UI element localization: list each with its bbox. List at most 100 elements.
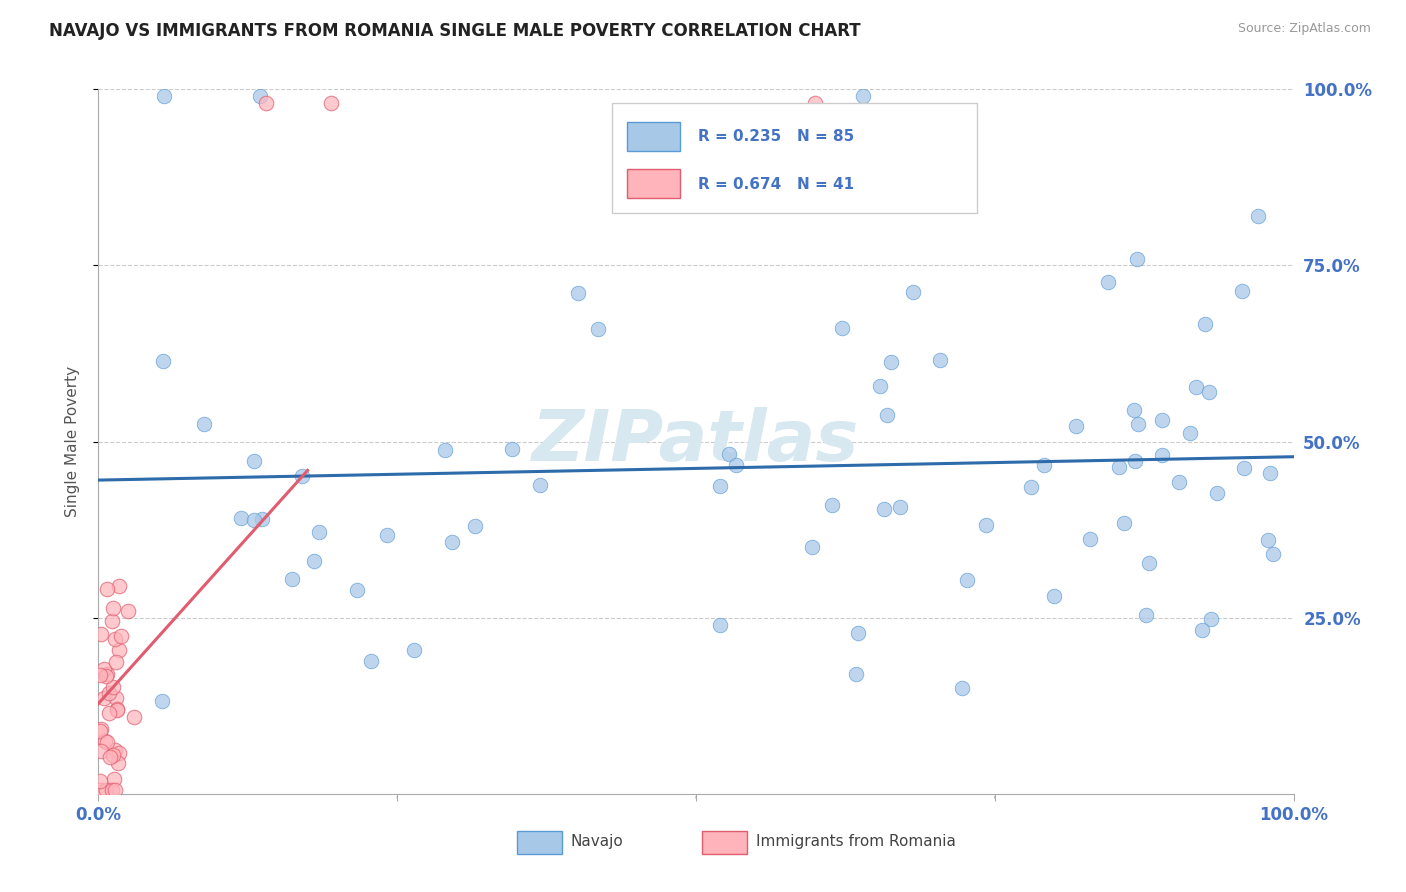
Point [90,744,112,758]
Text: R = 0.674   N = 41: R = 0.674 N = 41 [699,177,855,192]
Point [1137,556,1160,570]
Point [124,710,146,724]
Point [709,479,731,493]
Point [97,686,120,700]
Point [1125,252,1147,266]
Point [956,574,979,588]
Point [94,669,117,683]
Point [725,458,748,473]
Point [101,601,124,615]
Point [1108,459,1130,474]
Point [229,511,252,525]
Point [103,772,125,786]
Point [567,286,589,301]
Point [105,703,128,717]
Text: NAVAJO VS IMMIGRANTS FROM ROMANIA SINGLE MALE POVERTY CORRELATION CHART: NAVAJO VS IMMIGRANTS FROM ROMANIA SINGLE… [49,22,860,40]
Point [193,417,215,431]
Point [281,572,304,586]
FancyBboxPatch shape [517,830,562,854]
Point [93,662,115,676]
Point [1168,475,1191,489]
Point [831,320,853,334]
Point [308,524,330,539]
Point [1232,461,1254,475]
Point [90,722,112,736]
Point [717,447,740,461]
Point [153,89,176,103]
Point [89,774,111,789]
Point [104,783,127,797]
Point [1184,379,1206,393]
Point [1123,402,1146,417]
Point [1123,453,1146,467]
Point [586,322,609,336]
Point [1064,418,1087,433]
Point [1135,608,1157,623]
Point [101,747,124,762]
Point [94,733,117,747]
Point [1261,547,1284,561]
Point [89,667,111,681]
FancyBboxPatch shape [627,121,681,152]
Point [98,706,121,720]
Point [89,723,111,738]
Point [801,541,824,555]
Point [1199,612,1222,626]
Point [93,691,115,706]
Point [1178,425,1201,440]
Point [104,743,127,757]
Point [441,535,464,549]
Point [250,512,273,526]
Point [1078,532,1101,546]
Point [928,353,950,368]
Point [873,502,896,516]
Point [901,285,924,299]
Point [1247,209,1270,223]
Point [108,579,131,593]
Point [1194,317,1216,331]
Point [291,469,314,483]
Point [709,618,731,632]
Point [434,442,457,457]
Point [1260,466,1282,480]
FancyBboxPatch shape [702,830,748,854]
Point [1150,413,1173,427]
Text: ZIPatlas: ZIPatlas [533,407,859,476]
Point [249,89,271,103]
Point [110,629,132,643]
FancyBboxPatch shape [627,169,681,198]
Point [103,680,125,694]
Point [1112,516,1135,530]
Point [1019,480,1042,494]
Point [529,477,551,491]
Point [243,513,266,527]
Point [360,654,382,668]
Point [804,96,827,111]
Point [107,756,129,770]
Point [1205,485,1227,500]
Point [889,500,911,514]
Point [90,626,112,640]
Point [501,442,523,457]
Point [846,626,869,640]
Point [1230,284,1253,298]
Point [108,642,131,657]
Point [302,554,325,568]
Point [950,681,973,695]
Point [845,667,868,681]
Point [974,518,997,533]
Text: Navajo: Navajo [571,834,623,849]
Point [152,354,174,368]
Point [242,454,264,468]
Point [101,783,124,797]
Point [98,750,121,764]
Point [105,655,128,669]
Point [96,734,118,748]
Point [1042,589,1064,603]
Point [1032,458,1054,472]
Point [820,498,842,512]
Text: Immigrants from Romania: Immigrants from Romania [756,834,956,849]
Point [1257,533,1279,548]
Point [346,582,368,597]
Text: Source: ZipAtlas.com: Source: ZipAtlas.com [1237,22,1371,36]
